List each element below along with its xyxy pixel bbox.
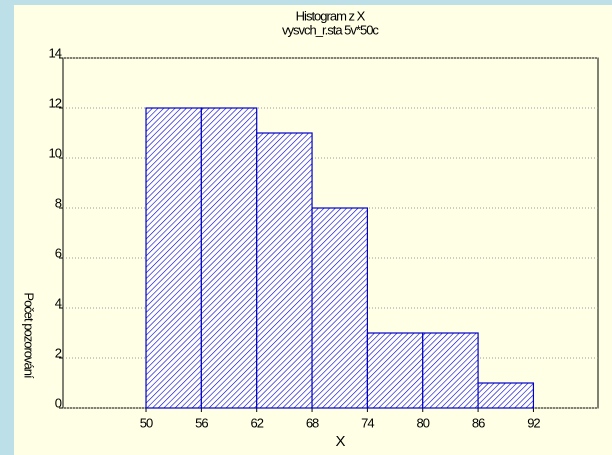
y-tick-label: 0 <box>55 395 62 410</box>
histogram-bar <box>311 207 368 409</box>
x-tick-label: 74 <box>361 415 374 430</box>
histogram-bar <box>422 332 479 409</box>
y-tick-label: 2 <box>55 345 62 360</box>
x-axis-label: X <box>335 433 345 450</box>
y-tick-label: 6 <box>55 245 62 260</box>
y-tick-label: 14 <box>49 45 62 60</box>
x-tick-label: 56 <box>195 415 208 430</box>
chart-subtitle: vysvch_r.sta 5v*50c <box>282 22 379 37</box>
y-tick-label: 8 <box>55 195 62 210</box>
y-tick-label: 12 <box>49 95 62 110</box>
histogram-bar <box>200 107 258 409</box>
y-axis-label: Počet pozorování <box>22 292 37 379</box>
y-tick-label: 4 <box>55 295 62 310</box>
x-tick-label: 50 <box>140 415 153 430</box>
x-tick-label: 86 <box>472 415 485 430</box>
chart-title: Histogram z X <box>296 8 366 23</box>
histogram-bar <box>366 332 424 409</box>
x-tick-label: 68 <box>306 415 319 430</box>
x-tick-label: 80 <box>417 415 430 430</box>
y-tick-label: 10 <box>49 145 62 160</box>
histogram-bar <box>145 107 202 409</box>
histogram-bar <box>256 132 313 409</box>
x-tick-label: 62 <box>250 415 263 430</box>
histogram-bar <box>477 382 535 409</box>
x-tick-label: 92 <box>527 415 540 430</box>
